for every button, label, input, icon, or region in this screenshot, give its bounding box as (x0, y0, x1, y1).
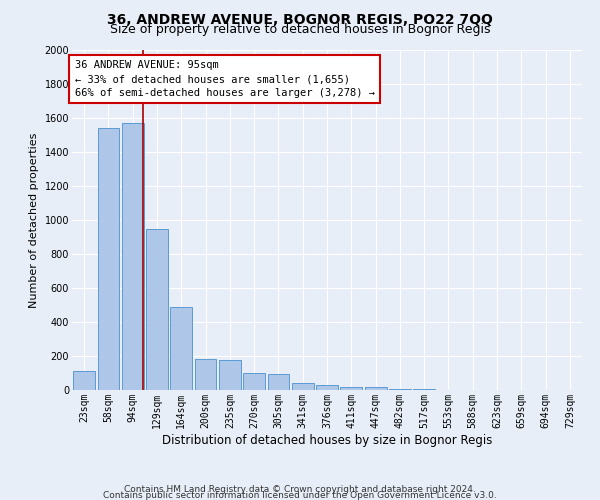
Y-axis label: Number of detached properties: Number of detached properties (29, 132, 39, 308)
Bar (268, 374, 289, 390)
Bar (316, 385, 338, 390)
Bar (292, 383, 314, 390)
Bar (97, 128, 119, 390)
Bar (219, 360, 241, 390)
Bar (365, 388, 386, 390)
Text: Contains public sector information licensed under the Open Government Licence v3: Contains public sector information licen… (103, 491, 497, 500)
Text: 36, ANDREW AVENUE, BOGNOR REGIS, PO22 7QQ: 36, ANDREW AVENUE, BOGNOR REGIS, PO22 7Q… (107, 12, 493, 26)
Bar (122, 123, 143, 390)
Text: 36 ANDREW AVENUE: 95sqm
← 33% of detached houses are smaller (1,655)
66% of semi: 36 ANDREW AVENUE: 95sqm ← 33% of detache… (74, 60, 374, 98)
X-axis label: Distribution of detached houses by size in Bognor Regis: Distribution of detached houses by size … (162, 434, 492, 446)
Bar (389, 389, 411, 390)
Bar (194, 360, 217, 390)
Text: Contains HM Land Registry data © Crown copyright and database right 2024.: Contains HM Land Registry data © Crown c… (124, 485, 476, 494)
Bar (340, 386, 362, 390)
Bar (243, 373, 265, 390)
Bar (170, 306, 192, 390)
Bar (146, 228, 168, 390)
Text: Size of property relative to detached houses in Bognor Regis: Size of property relative to detached ho… (110, 22, 490, 36)
Bar (73, 372, 95, 390)
